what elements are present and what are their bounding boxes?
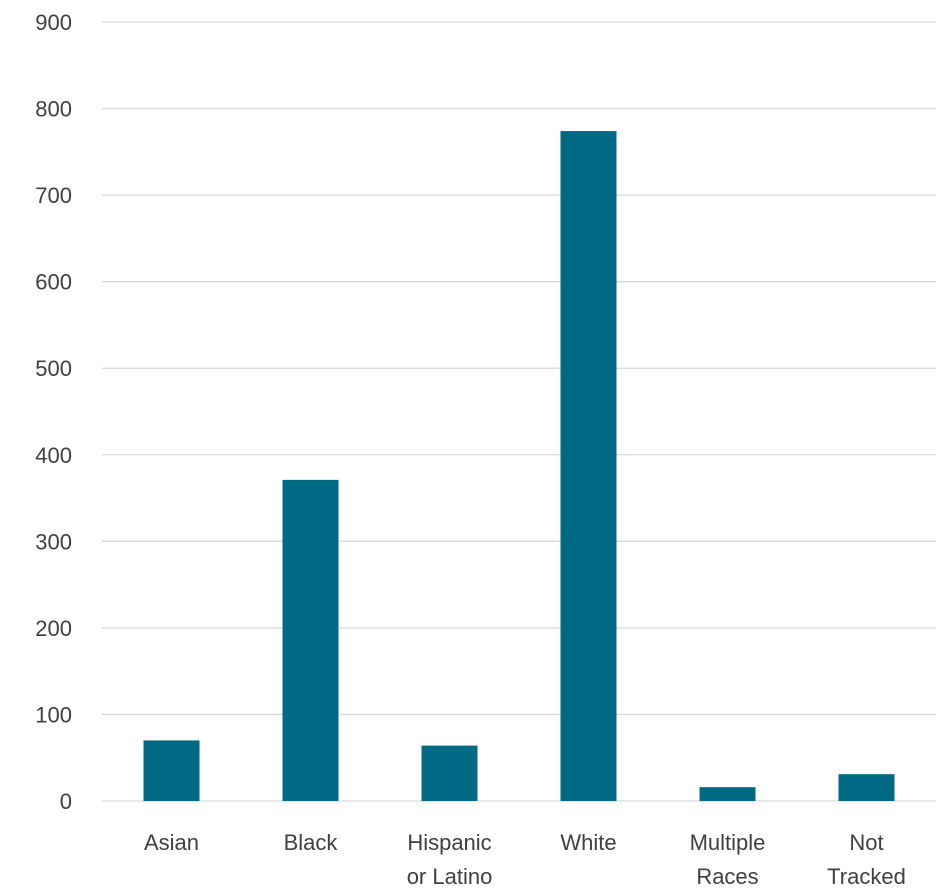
bar xyxy=(143,740,200,801)
bar xyxy=(699,787,756,801)
x-tick-label: or Latino xyxy=(407,864,493,889)
x-tick-label: Races xyxy=(696,864,758,889)
x-tick-label: Black xyxy=(284,830,339,855)
gridlines xyxy=(102,21,936,802)
bar xyxy=(838,774,895,801)
y-tick-label: 300 xyxy=(35,529,72,554)
x-tick-label: Not xyxy=(849,830,883,855)
y-tick-label: 800 xyxy=(35,97,72,122)
y-tick-label: 400 xyxy=(35,443,72,468)
y-tick-label: 200 xyxy=(35,616,72,641)
bar xyxy=(282,479,339,801)
x-tick-label: Multiple xyxy=(690,830,766,855)
x-tick-label: Tracked xyxy=(827,864,906,889)
y-tick-label: 900 xyxy=(35,10,72,35)
y-tick-label: 500 xyxy=(35,356,72,381)
y-tick-label: 700 xyxy=(35,183,72,208)
x-tick-label: Hispanic xyxy=(407,830,491,855)
x-axis: Asian Black Hispanic or Latino White Multiple… xyxy=(144,830,906,889)
y-axis: 0 100 200 300 400 500 600 700 800 900 xyxy=(35,10,72,814)
y-tick-label: 0 xyxy=(60,789,72,814)
x-tick-label: White xyxy=(560,830,616,855)
y-tick-label: 100 xyxy=(35,702,72,727)
y-tick-label: 600 xyxy=(35,270,72,295)
bar xyxy=(560,131,617,801)
bars xyxy=(143,131,895,801)
bar xyxy=(421,745,478,801)
x-tick-label: Asian xyxy=(144,830,199,855)
